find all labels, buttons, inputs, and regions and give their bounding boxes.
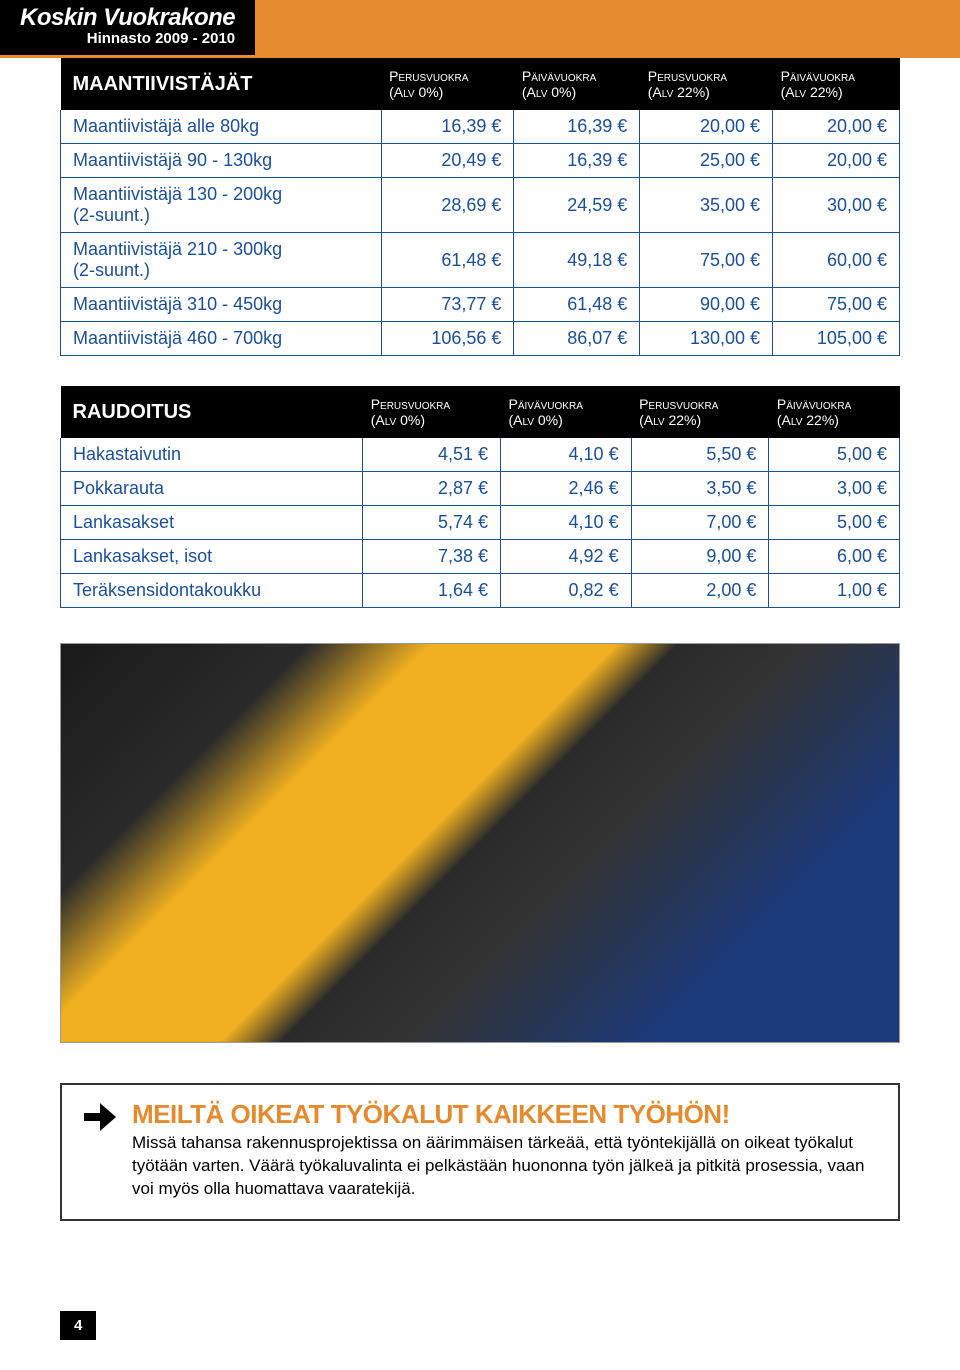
row-value: 24,59 € xyxy=(514,178,640,233)
row-value: 4,10 € xyxy=(501,438,632,472)
row-value: 20,49 € xyxy=(381,144,514,178)
row-value: 106,56 € xyxy=(381,322,514,356)
page-number: 4 xyxy=(60,1311,96,1340)
row-value: 1,64 € xyxy=(363,574,501,608)
row-value: 6,00 € xyxy=(769,540,900,574)
table-row: Lankasakset, isot7,38 €4,92 €9,00 €6,00 … xyxy=(61,540,900,574)
row-value: 5,50 € xyxy=(631,438,769,472)
row-value: 4,92 € xyxy=(501,540,632,574)
row-label: Lankasakset, isot xyxy=(61,540,363,574)
equipment-photo xyxy=(60,643,900,1043)
row-value: 75,00 € xyxy=(773,288,900,322)
row-value: 2,87 € xyxy=(363,472,501,506)
header-subtitle: Hinnasto 2009 - 2010 xyxy=(20,30,235,47)
row-value: 4,51 € xyxy=(363,438,501,472)
row-value: 105,00 € xyxy=(773,322,900,356)
table-row: Maantiivistäjä 210 - 300kg (2-suunt.)61,… xyxy=(61,233,900,288)
table-row: Maantiivistäjä 460 - 700kg106,56 €86,07 … xyxy=(61,322,900,356)
row-value: 5,74 € xyxy=(363,506,501,540)
row-value: 16,39 € xyxy=(514,110,640,144)
table1-col-3: Päivävuokra(Alv 22%) xyxy=(773,58,900,110)
row-value: 20,00 € xyxy=(773,144,900,178)
table2-col-2: Perusvuokra(Alv 22%) xyxy=(631,386,769,438)
row-value: 3,00 € xyxy=(769,472,900,506)
row-value: 75,00 € xyxy=(640,233,773,288)
row-value: 86,07 € xyxy=(514,322,640,356)
row-value: 0,82 € xyxy=(501,574,632,608)
row-label: Maantiivistäjä 310 - 450kg xyxy=(61,288,382,322)
table1-col-0: Perusvuokra(Alv 0%) xyxy=(381,58,514,110)
table2-col-1: Päivävuokra(Alv 0%) xyxy=(501,386,632,438)
row-label: Maantiivistäjä 210 - 300kg (2-suunt.) xyxy=(61,233,382,288)
row-label: Lankasakset xyxy=(61,506,363,540)
row-value: 7,00 € xyxy=(631,506,769,540)
table2-col-0: Perusvuokra(Alv 0%) xyxy=(363,386,501,438)
table1-body: Maantiivistäjä alle 80kg16,39 €16,39 €20… xyxy=(61,110,900,356)
row-value: 1,00 € xyxy=(769,574,900,608)
callout-headline: MEILTÄ OIKEAT TYÖKALUT KAIKKEEN TYÖHÖN! xyxy=(132,1099,880,1130)
table2-title-cell: RAUDOITUS xyxy=(61,386,363,438)
row-value: 2,00 € xyxy=(631,574,769,608)
callout-text: MEILTÄ OIKEAT TYÖKALUT KAIKKEEN TYÖHÖN! … xyxy=(132,1099,880,1201)
row-value: 61,48 € xyxy=(381,233,514,288)
row-value: 60,00 € xyxy=(773,233,900,288)
table2-title: RAUDOITUS xyxy=(73,401,192,423)
row-label: Maantiivistäjä 130 - 200kg (2-suunt.) xyxy=(61,178,382,233)
table1-title: MAANTIIVISTÄJÄT xyxy=(73,73,253,95)
callout-body: Missä tahansa rakennusprojektissa on äär… xyxy=(132,1132,880,1201)
row-label: Pokkarauta xyxy=(61,472,363,506)
table-raudoitus: RAUDOITUS Perusvuokra(Alv 0%) Päivävuokr… xyxy=(60,386,900,608)
row-value: 5,00 € xyxy=(769,506,900,540)
row-label: Maantiivistäjä 460 - 700kg xyxy=(61,322,382,356)
row-value: 73,77 € xyxy=(381,288,514,322)
row-value: 49,18 € xyxy=(514,233,640,288)
row-value: 2,46 € xyxy=(501,472,632,506)
header-bar: Koskin Vuokrakone Hinnasto 2009 - 2010 xyxy=(0,0,960,58)
row-value: 25,00 € xyxy=(640,144,773,178)
row-value: 9,00 € xyxy=(631,540,769,574)
table1-col-2: Perusvuokra(Alv 22%) xyxy=(640,58,773,110)
table2-col-3: Päivävuokra(Alv 22%) xyxy=(769,386,900,438)
row-value: 3,50 € xyxy=(631,472,769,506)
row-value: 16,39 € xyxy=(381,110,514,144)
table-row: Maantiivistäjä alle 80kg16,39 €16,39 €20… xyxy=(61,110,900,144)
row-value: 61,48 € xyxy=(514,288,640,322)
row-label: Teräksensidontakoukku xyxy=(61,574,363,608)
table-row: Maantiivistäjä 90 - 130kg20,49 €16,39 €2… xyxy=(61,144,900,178)
row-value: 30,00 € xyxy=(773,178,900,233)
page-content: MAANTIIVISTÄJÄT Perusvuokra(Alv 0%) Päiv… xyxy=(0,58,960,1261)
row-value: 7,38 € xyxy=(363,540,501,574)
row-value: 4,10 € xyxy=(501,506,632,540)
table2-body: Hakastaivutin4,51 €4,10 €5,50 €5,00 €Pok… xyxy=(61,438,900,608)
arrow-right-icon xyxy=(80,1097,120,1142)
row-value: 16,39 € xyxy=(514,144,640,178)
callout-box: MEILTÄ OIKEAT TYÖKALUT KAIKKEEN TYÖHÖN! … xyxy=(60,1083,900,1221)
row-value: 20,00 € xyxy=(773,110,900,144)
table-row: Lankasakset5,74 €4,10 €7,00 €5,00 € xyxy=(61,506,900,540)
company-name: Koskin Vuokrakone xyxy=(20,4,235,32)
row-value: 130,00 € xyxy=(640,322,773,356)
row-label: Maantiivistäjä 90 - 130kg xyxy=(61,144,382,178)
table-row: Maantiivistäjä 130 - 200kg (2-suunt.)28,… xyxy=(61,178,900,233)
row-value: 20,00 € xyxy=(640,110,773,144)
table-row: Pokkarauta2,87 €2,46 €3,50 €3,00 € xyxy=(61,472,900,506)
table1-title-cell: MAANTIIVISTÄJÄT xyxy=(61,58,382,110)
table-row: Teräksensidontakoukku1,64 €0,82 €2,00 €1… xyxy=(61,574,900,608)
table-row: Maantiivistäjä 310 - 450kg73,77 €61,48 €… xyxy=(61,288,900,322)
row-label: Maantiivistäjä alle 80kg xyxy=(61,110,382,144)
row-value: 28,69 € xyxy=(381,178,514,233)
table-row: Hakastaivutin4,51 €4,10 €5,50 €5,00 € xyxy=(61,438,900,472)
table1-col-1: Päivävuokra(Alv 0%) xyxy=(514,58,640,110)
row-value: 5,00 € xyxy=(769,438,900,472)
table-maantiivistajat: MAANTIIVISTÄJÄT Perusvuokra(Alv 0%) Päiv… xyxy=(60,58,900,356)
row-label: Hakastaivutin xyxy=(61,438,363,472)
row-value: 35,00 € xyxy=(640,178,773,233)
header-logo-block: Koskin Vuokrakone Hinnasto 2009 - 2010 xyxy=(0,0,255,55)
row-value: 90,00 € xyxy=(640,288,773,322)
